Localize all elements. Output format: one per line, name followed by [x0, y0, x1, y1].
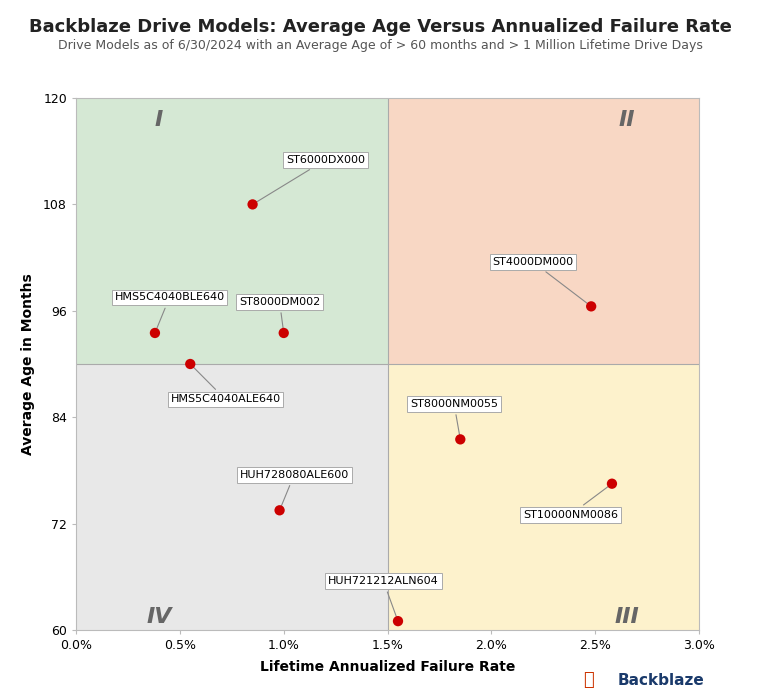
- Text: HMS5C4040ALE640: HMS5C4040ALE640: [170, 366, 280, 405]
- Point: [606, 478, 618, 489]
- Text: ST8000NM0055: ST8000NM0055: [410, 399, 498, 437]
- Y-axis label: Average Age in Months: Average Age in Months: [21, 273, 35, 455]
- Point: [246, 199, 258, 210]
- Text: HUH728080ALE600: HUH728080ALE600: [239, 470, 349, 508]
- Text: HMS5C4040BLE640: HMS5C4040BLE640: [115, 293, 224, 330]
- Text: I: I: [155, 110, 163, 130]
- X-axis label: Lifetime Annualized Failure Rate: Lifetime Annualized Failure Rate: [260, 660, 515, 674]
- Text: III: III: [614, 607, 639, 626]
- Text: Backblaze Drive Models: Average Age Versus Annualized Failure Rate: Backblaze Drive Models: Average Age Vers…: [29, 18, 731, 36]
- Text: Backblaze: Backblaze: [618, 673, 705, 688]
- Point: [585, 301, 597, 312]
- Point: [454, 434, 467, 445]
- Text: ST10000NM0086: ST10000NM0086: [523, 485, 618, 519]
- Bar: [388, 98, 699, 364]
- Text: IV: IV: [147, 607, 172, 626]
- Bar: [388, 364, 699, 630]
- Text: ST4000DM000: ST4000DM000: [492, 257, 589, 304]
- Point: [277, 328, 290, 339]
- Point: [392, 615, 404, 626]
- Point: [274, 505, 286, 516]
- Text: ST6000DX000: ST6000DX000: [255, 155, 365, 203]
- Text: ST8000DM002: ST8000DM002: [239, 297, 320, 330]
- Text: II: II: [618, 110, 635, 130]
- Bar: [76, 98, 388, 364]
- Text: 🔥: 🔥: [584, 671, 594, 690]
- Text: HUH721212ALN604: HUH721212ALN604: [328, 576, 439, 619]
- Point: [184, 358, 196, 370]
- Text: Drive Models as of 6/30/2024 with an Average Age of > 60 months and > 1 Million : Drive Models as of 6/30/2024 with an Ave…: [58, 38, 702, 52]
- Bar: [76, 364, 388, 630]
- Point: [149, 328, 161, 339]
